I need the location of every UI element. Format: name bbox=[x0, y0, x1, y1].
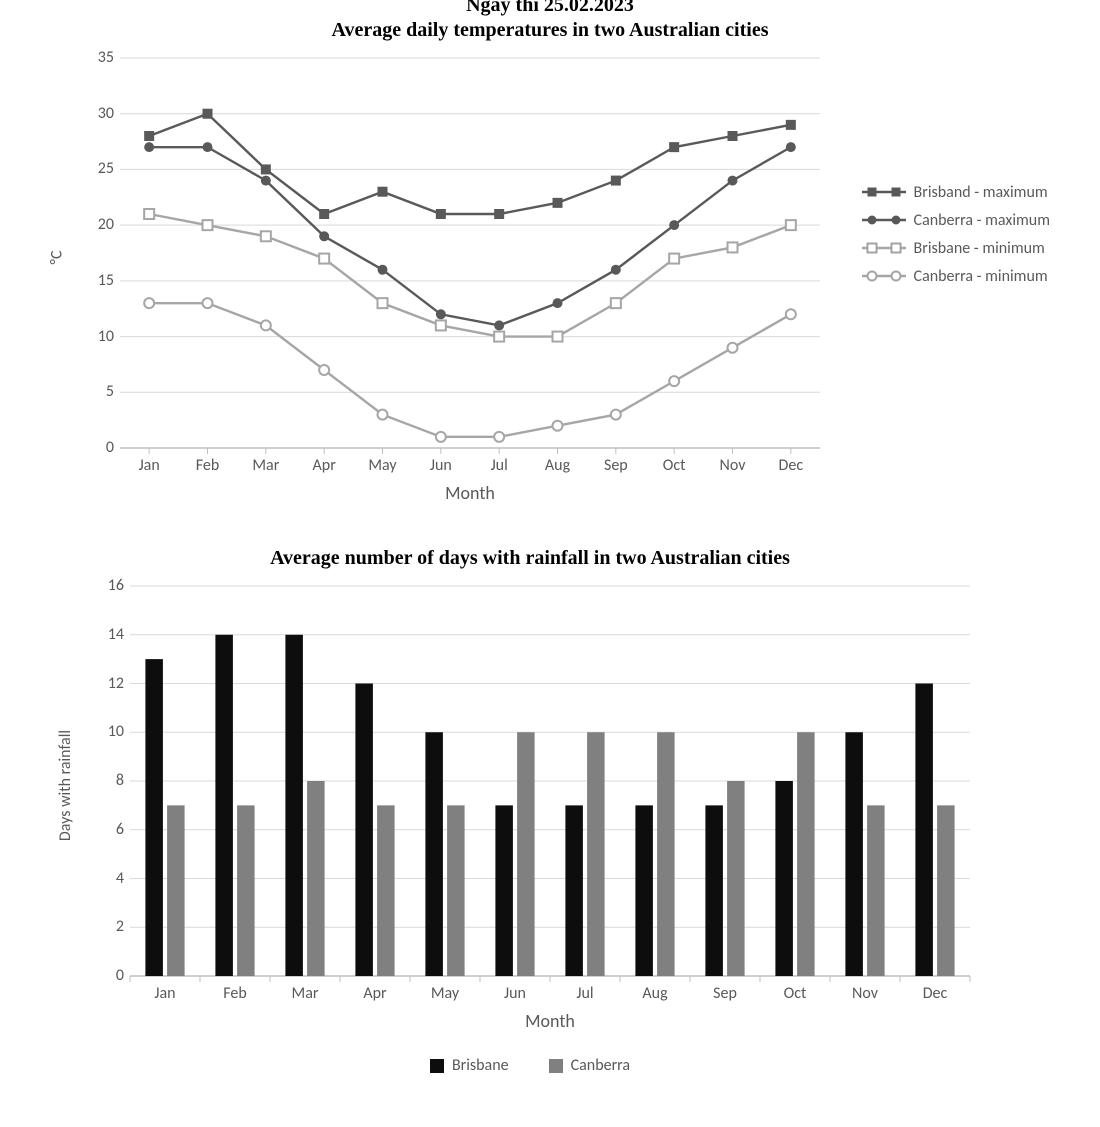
line-xtick-label: Jul bbox=[491, 456, 508, 475]
line-ytick-label: 35 bbox=[80, 48, 114, 67]
legend-label: Brisbane - minimum bbox=[914, 239, 1045, 258]
bar-chart: Average number of days with rainfall in … bbox=[30, 547, 1030, 1087]
bar-ytick-label: 0 bbox=[94, 966, 124, 985]
legend-item: Brisband - maximum bbox=[862, 178, 1050, 206]
line-ytick-label: 15 bbox=[80, 271, 114, 290]
bar-ytick-label: 12 bbox=[94, 674, 124, 693]
line-xtick-label: Jan bbox=[139, 456, 160, 475]
legend-label: Brisband - maximum bbox=[914, 183, 1048, 202]
bar-xtick-label: Feb bbox=[223, 984, 246, 1003]
bar-chart-xlabel: Month bbox=[130, 1010, 970, 1032]
bar-xtick-label: May bbox=[431, 984, 459, 1003]
bar-ytick-label: 14 bbox=[94, 625, 124, 644]
line-xtick-label: Dec bbox=[779, 456, 804, 475]
legend-label: Canberra - maximum bbox=[914, 211, 1050, 230]
bar-xtick-label: Jun bbox=[504, 984, 526, 1003]
line-xtick-label: Jun bbox=[430, 456, 452, 475]
line-chart: Average daily temperatures in two Austra… bbox=[20, 19, 1080, 519]
line-ytick-label: 30 bbox=[80, 104, 114, 123]
line-xtick-label: Feb bbox=[196, 456, 219, 475]
bar-ytick-label: 4 bbox=[94, 869, 124, 888]
legend-item: Canberra - maximum bbox=[862, 206, 1050, 234]
line-chart-title: Average daily temperatures in two Austra… bbox=[20, 19, 1080, 42]
bar-xtick-label: Apr bbox=[363, 984, 386, 1003]
line-ytick-label: 5 bbox=[80, 382, 114, 401]
line-xtick-label: May bbox=[368, 456, 396, 475]
bar-xtick-label: Oct bbox=[784, 984, 807, 1003]
legend-label: Canberra - minimum bbox=[914, 267, 1048, 286]
line-xtick-label: Oct bbox=[663, 456, 686, 475]
bar-chart-legend: Brisbane Canberra bbox=[30, 1056, 1030, 1075]
bar-ytick-label: 6 bbox=[94, 820, 124, 839]
bar-ytick-label: 8 bbox=[94, 771, 124, 790]
bar-chart-plot bbox=[30, 576, 1030, 1006]
bar-xtick-label: Jul bbox=[576, 984, 593, 1003]
line-xtick-label: Sep bbox=[604, 456, 628, 475]
line-xtick-label: Nov bbox=[720, 456, 746, 475]
bar-ytick-label: 16 bbox=[94, 576, 124, 595]
bar-ytick-label: 2 bbox=[94, 917, 124, 936]
bar-ytick-label: 10 bbox=[94, 722, 124, 741]
legend-label: Canberra bbox=[571, 1056, 630, 1075]
line-chart-xlabel: Month bbox=[120, 482, 820, 504]
legend-label: Brisbane bbox=[452, 1056, 509, 1075]
bar-xtick-label: Jan bbox=[154, 984, 175, 1003]
bar-xtick-label: Nov bbox=[852, 984, 878, 1003]
line-ytick-label: 0 bbox=[80, 438, 114, 457]
line-xtick-label: Mar bbox=[252, 456, 279, 475]
line-ytick-label: 20 bbox=[80, 215, 114, 234]
page-supertitle: Ngay thi 25.02.2023 bbox=[0, 0, 1100, 17]
line-ytick-label: 10 bbox=[80, 327, 114, 346]
legend-item: Canberra bbox=[549, 1056, 630, 1075]
bar-xtick-label: Sep bbox=[713, 984, 737, 1003]
line-xtick-label: Apr bbox=[313, 456, 336, 475]
legend-item: Canberra - minimum bbox=[862, 262, 1050, 290]
bar-chart-title: Average number of days with rainfall in … bbox=[30, 547, 1030, 570]
legend-item: Brisbane - minimum bbox=[862, 234, 1050, 262]
bar-xtick-label: Dec bbox=[923, 984, 948, 1003]
bar-xtick-label: Aug bbox=[642, 984, 667, 1003]
legend-item: Brisbane bbox=[430, 1056, 509, 1075]
line-chart-legend: Brisband - maximum Canberra - maximum Bris… bbox=[862, 178, 1050, 290]
line-xtick-label: Aug bbox=[545, 456, 570, 475]
bar-xtick-label: Mar bbox=[292, 984, 319, 1003]
line-ytick-label: 25 bbox=[80, 159, 114, 178]
